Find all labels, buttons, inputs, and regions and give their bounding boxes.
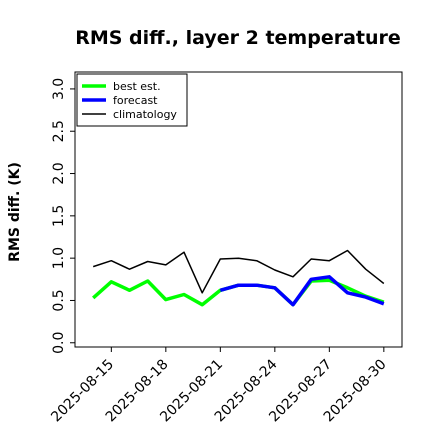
legend-label: forecast: [113, 94, 158, 107]
series-line-2: [92, 249, 385, 294]
series-layer: [92, 249, 385, 307]
y-tick-label: 3.0: [51, 78, 67, 100]
chart-title: RMS diff., layer 2 temperature: [75, 27, 401, 49]
y-tick-label: 0.0: [51, 332, 67, 354]
plot-frame: [74, 71, 403, 348]
y-tick-label: 2.0: [51, 162, 67, 184]
x-axis: 2025-08-152025-08-182025-08-212025-08-24…: [48, 347, 390, 425]
legend-label: best est.: [113, 80, 161, 93]
y-axis-label: RMS diff. (K): [7, 162, 23, 262]
y-tick-label: 1.0: [51, 247, 67, 269]
legend-label: climatology: [113, 108, 177, 121]
series-line-1: [219, 275, 385, 307]
y-tick-label: 1.5: [51, 205, 67, 227]
y-axis: 0.0 0.5 1.0 1.5 2.0 2.5 3.0: [51, 78, 75, 354]
y-tick-label: 2.5: [51, 120, 67, 142]
y-tick-label: 0.5: [51, 289, 67, 311]
